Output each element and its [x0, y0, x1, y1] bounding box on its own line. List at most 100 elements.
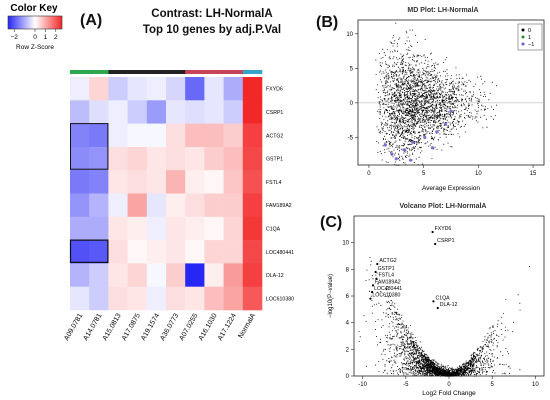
heatmap-column-label: A09.0781 [63, 312, 84, 342]
heatmap-cell [223, 146, 244, 171]
heatmap-row-label: FSTL4 [266, 180, 282, 186]
md-highlighted-point [411, 140, 415, 144]
heatmap-cell [223, 170, 244, 194]
heatmap-cell [70, 123, 90, 148]
color-key-ticks: −2 0 1 2 [11, 29, 58, 41]
volcano-gene-label: FXYD6 [435, 226, 452, 232]
heatmap-row-label: FAM189A2 [266, 203, 292, 209]
volcano-gene-label: CSRP1 [437, 238, 454, 244]
heatmap-cell [242, 100, 263, 124]
heatmap-cell [204, 146, 224, 171]
heatmap-cell [242, 216, 263, 241]
heatmap-cell [146, 193, 167, 218]
md-highlighted-point [402, 148, 406, 152]
md-x-axis-label: Average Expression [422, 185, 480, 192]
heatmap-cell [108, 123, 128, 148]
heatmap-row-label: C1QA [266, 226, 281, 232]
volcano-gene-label: LOC610380 [372, 293, 400, 299]
volcano-gene-label: LOC480441 [374, 286, 402, 292]
heatmap-cell [70, 263, 90, 287]
heatmap-cell [70, 100, 90, 124]
md-x-tick-label: 0 [367, 171, 371, 177]
heatmap-cell [108, 240, 128, 264]
heatmap-cell [185, 170, 205, 194]
heatmap-cell [185, 100, 205, 124]
heatmap-cell [204, 240, 224, 264]
heatmap-cell [70, 170, 90, 194]
md-y-tick-label: 5 [350, 66, 354, 72]
heatmap-cell [204, 216, 224, 241]
heatmap-cell [242, 146, 263, 171]
md-highlighted-point [443, 122, 448, 126]
heatmap-row-label: ACTG2 [266, 133, 283, 139]
volcano-gene-label: DLA-12 [440, 302, 458, 308]
heatmap-cell [108, 216, 128, 241]
volcano-x-tick-label: -5 [403, 382, 409, 388]
heatmap-cell [70, 77, 90, 101]
heatmap-cell [204, 286, 224, 311]
heatmap-cell [146, 263, 167, 287]
volcano-y-tick-label: 6 [346, 294, 350, 300]
heatmap-cell [204, 123, 224, 148]
md-highlighted-point [449, 109, 453, 113]
heatmap-cell [89, 100, 109, 124]
heatmap-cell [108, 146, 128, 171]
volcano-labeled-point [436, 306, 439, 310]
md-highlighted-point [394, 157, 398, 161]
heatmap-cell [185, 286, 205, 311]
volcano-y-tick-label: 10 [342, 241, 349, 247]
heatmap-cell [127, 100, 148, 124]
heatmap-cell [89, 216, 109, 241]
panel-label-c: (C) [320, 214, 343, 231]
heatmap-cell [108, 77, 128, 101]
heatmap-cell [166, 240, 186, 264]
heatmap-cell [146, 216, 167, 241]
heatmap-cell [204, 193, 224, 218]
volcano-x-tick-label: 10 [532, 382, 539, 388]
md-x-tick-label: 10 [475, 171, 482, 177]
heatmap-group-bar-segment [127, 70, 148, 74]
md-x-tick-label: 5 [422, 171, 426, 177]
heatmap-row-labels: FXYD6 CSRP1 ACTG2 GSTP1 FSTL4 FAM189A2 C1QA LOC… [266, 87, 294, 303]
md-highlighted-points [383, 109, 453, 162]
heatmap-cell [89, 193, 109, 218]
heatmap-cell [127, 216, 148, 241]
heatmap-group-bar-segment [204, 70, 224, 74]
heatmap-row-label: CSRP1 [266, 110, 283, 116]
heatmap-row-label: LOC610380 [266, 296, 294, 302]
md-y-tick-label: 10 [346, 32, 353, 38]
panel-label-b: (B) [316, 14, 339, 31]
heatmap-cell [185, 216, 205, 241]
volcano-labeled-point [371, 284, 375, 287]
heatmap-cell [127, 263, 148, 287]
volcano-x-tick-label: 0 [447, 382, 451, 388]
heatmap-cell [242, 170, 263, 194]
volcano-point-cloud [358, 257, 530, 377]
heatmap-cell [70, 286, 90, 311]
heatmap-cell [166, 170, 186, 194]
heatmap-cell [70, 193, 90, 218]
volcano-labeled-point [432, 300, 435, 303]
md-highlighted-point [408, 158, 413, 162]
color-key-caption: Row Z-Score [16, 44, 54, 51]
heatmap-cell [108, 170, 128, 194]
heatmap-cell [204, 263, 224, 287]
heatmap-row-label: GSTP1 [266, 157, 283, 163]
volcano-y-tick-label: 0 [346, 374, 350, 380]
heatmap-cell [89, 146, 109, 171]
heatmap-cell [166, 146, 186, 171]
heatmap-cell [70, 146, 90, 171]
heatmap-cell [108, 193, 128, 218]
heatmap-cell [185, 123, 205, 148]
color-key-tick-label: 0 [33, 34, 37, 41]
heatmap-cell [146, 170, 167, 194]
volcano-plot-title: Volcano Plot: LH-NormalA [400, 203, 487, 210]
heatmap-column-label: A19.1574 [140, 312, 161, 342]
heatmap-cell [127, 240, 148, 264]
volcano-y-axis-label: −log10(P−value) [328, 274, 334, 318]
heatmap-cell [204, 77, 224, 101]
md-highlighted-point [430, 146, 434, 150]
md-highlighted-point [383, 143, 387, 147]
volcano-labeled-point [371, 290, 374, 294]
volcano-y-tick-label: 4 [346, 321, 350, 327]
